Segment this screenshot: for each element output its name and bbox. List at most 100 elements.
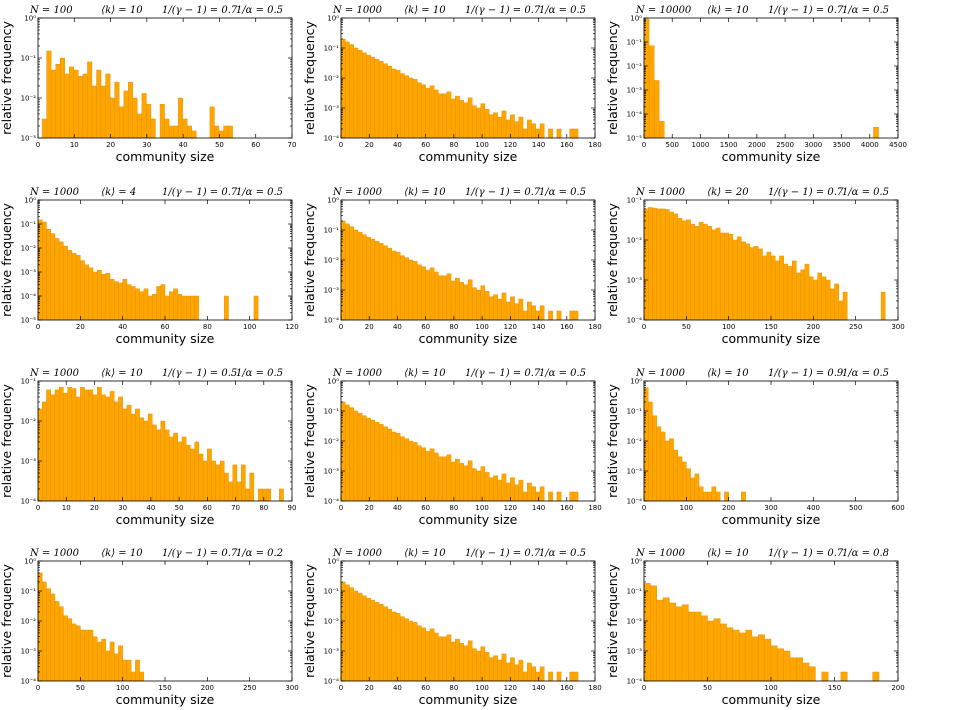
bar [109,641,115,682]
bar [150,118,156,139]
x-tick-label: 400 [807,504,820,512]
x-tick-label: 4500 [889,141,907,149]
chart-title-part: ⟨k⟩ = 10 [101,5,143,16]
bar [361,595,367,682]
bar [732,629,740,682]
bar [686,468,691,502]
bar [266,488,272,502]
bar [450,641,456,682]
plot-frame [37,380,293,502]
bar [141,93,147,139]
bar [476,107,481,139]
x-tick-label: 300 [891,323,904,331]
bar [143,288,149,321]
chart-title-part: ⟨k⟩ = 10 [707,548,749,559]
bar [694,611,702,682]
bar [681,604,689,682]
bar [92,271,98,321]
bar [463,284,469,321]
y-tick-label: 10⁻³ [21,458,37,466]
bar [703,223,708,321]
bar [156,286,161,321]
x-tick-label: 120 [504,684,517,692]
bar [514,303,520,321]
bar [126,659,132,682]
chart-title-part: ⟨k⟩ = 10 [101,548,143,559]
chart-panel-7: 0 10 20 30 40 50 60 70 80 90 10⁻⁴ 10⁻³ 10⁻² 10⁻¹ commu… [0,368,296,527]
bar [395,613,401,682]
bar [535,671,541,682]
bar [643,208,649,321]
bar [518,298,524,321]
y-tick-label: 10⁻² [627,237,643,245]
bar [698,221,704,321]
x-tick-label: 200 [807,323,820,331]
bar [522,310,528,321]
bar [378,243,384,321]
y-tick-label: 10⁻¹ [627,197,643,205]
bar [569,491,575,502]
bar [660,208,666,321]
y-tick-label: 10⁻¹ [324,588,340,596]
bar [46,389,51,502]
bar [378,424,384,502]
chart-title-part: 1/α = 0.5 [236,187,283,198]
x-tick-label: 0 [642,684,646,692]
x-tick-label: 10 [62,504,71,512]
bar [724,232,729,321]
bar [817,272,823,321]
y-tick-label: 10⁻⁴ [324,135,340,143]
bar [802,662,810,682]
bar [137,113,143,139]
x-tick-label: 120 [504,504,517,512]
bar [873,127,879,139]
x-tick-label: 90 [288,504,297,512]
bar [383,63,388,139]
bar [113,281,119,321]
bar [656,208,662,321]
bar [741,241,746,321]
bar [185,295,191,321]
bar [173,432,178,502]
bar [681,461,687,502]
bar [425,88,431,139]
y-axis-label: relative frequency [605,202,620,316]
chart-title-part: ⟨k⟩ = 10 [101,368,143,379]
bar [514,121,520,139]
bar [113,653,119,682]
bar [493,294,498,321]
x-tick-label: 120 [285,323,298,331]
chart-title-part: ⟨k⟩ = 4 [101,187,136,198]
bar [408,77,414,139]
bar [442,93,448,139]
y-tick-label: 10⁻⁴ [627,678,643,686]
bar [92,394,98,502]
bar [366,54,371,139]
bar [130,286,136,321]
bar [345,404,350,502]
bar [152,293,157,321]
bar [694,473,700,502]
bar [433,632,439,682]
bar [198,453,204,502]
chart-title-part: 1/(γ − 1) = 0.9 [768,368,844,379]
chart-title-part: 1/α = 0.8 [842,548,889,559]
bar [438,275,443,321]
x-tick-label: 180 [588,323,601,331]
bar [84,389,89,502]
bar [164,295,170,321]
bar [370,56,376,139]
x-tick-label: 1500 [720,141,738,149]
y-tick-label: 10⁻² [627,63,643,71]
bar [177,293,183,321]
bar [501,292,507,321]
bar [724,491,729,502]
bar [118,645,123,682]
bar [548,128,553,139]
bar [438,93,443,139]
bar [707,491,712,502]
bar [164,429,170,502]
x-tick-label: 100 [680,504,693,512]
bar [467,640,473,682]
bar [779,255,784,321]
